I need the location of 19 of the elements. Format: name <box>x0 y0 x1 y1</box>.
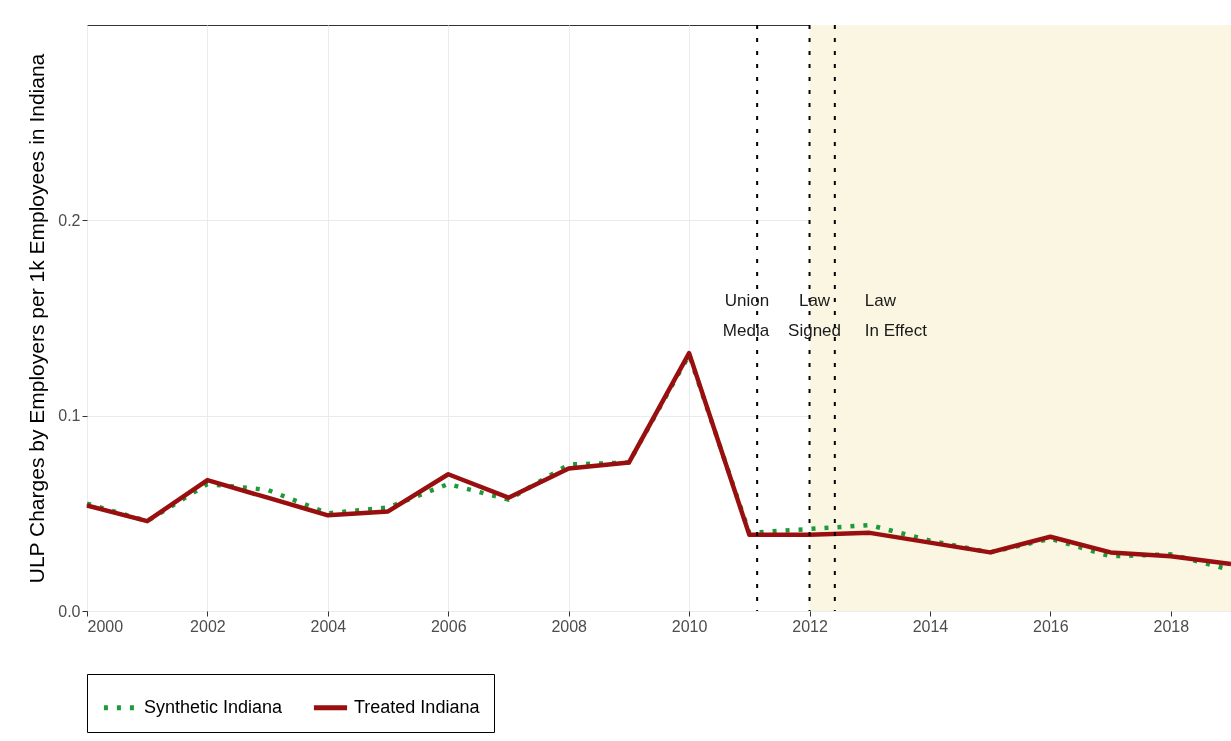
y-tick-label: 0.2 <box>58 211 81 229</box>
x-tick-label: 2000 <box>87 617 124 635</box>
x-tick-label: 2006 <box>430 617 467 635</box>
y-tick-label: 0.0 <box>58 602 81 620</box>
legend-label: Synthetic Indiana <box>144 696 284 717</box>
y-tick-label: 0.1 <box>58 407 81 425</box>
x-tick-label: 2008 <box>551 617 588 635</box>
x-tick-label: 2004 <box>310 617 347 635</box>
x-tick-label: 2010 <box>671 617 708 635</box>
ref-line-label: Law In Effect <box>864 291 928 340</box>
ref-line-label: Union Media <box>722 291 770 340</box>
x-tick-label: 2016 <box>1033 617 1069 635</box>
x-tick-label: 2002 <box>190 617 226 635</box>
ref-line-label: Law Signed <box>788 291 841 340</box>
legend-label: Treated Indiana <box>354 696 481 717</box>
x-tick-label: 2018 <box>1153 617 1190 635</box>
x-tick-label: 2014 <box>912 617 949 635</box>
x-tick-label: 2012 <box>792 617 828 635</box>
y-axis-title: ULP Charges by Employers per 1k Employees in Indiana <box>25 53 49 584</box>
